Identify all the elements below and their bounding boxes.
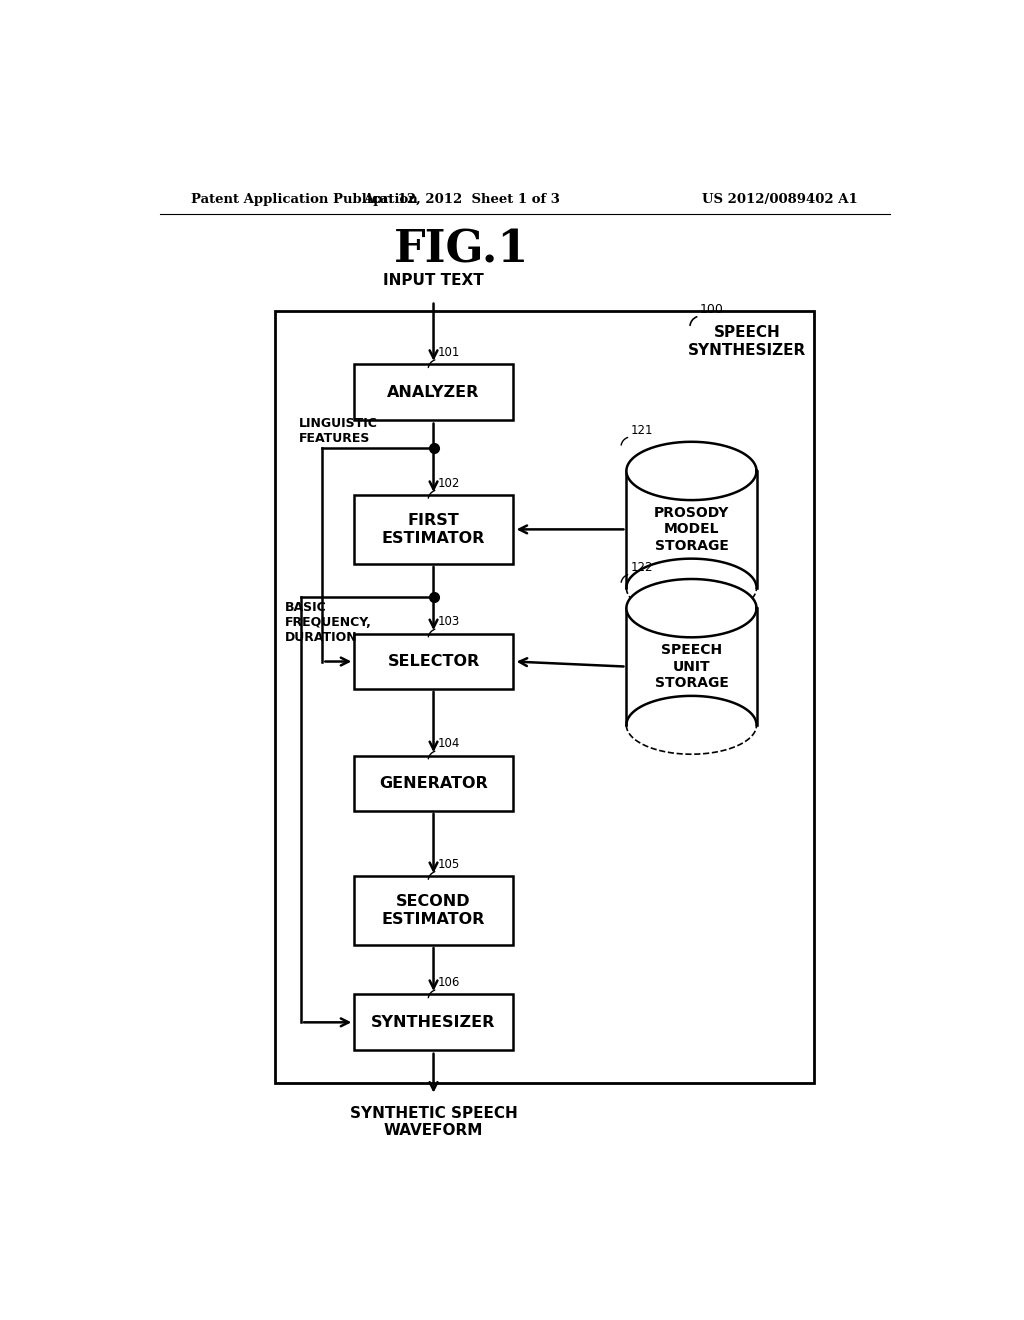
Polygon shape (627, 471, 757, 587)
Text: SECOND
ESTIMATOR: SECOND ESTIMATOR (382, 895, 485, 927)
Text: ANALYZER: ANALYZER (387, 384, 479, 400)
Text: INPUT TEXT: INPUT TEXT (383, 273, 484, 289)
Bar (354, 495, 513, 564)
Text: 105: 105 (437, 858, 460, 871)
Text: Apr. 12, 2012  Sheet 1 of 3: Apr. 12, 2012 Sheet 1 of 3 (362, 193, 560, 206)
Polygon shape (627, 579, 757, 638)
Bar (354, 364, 513, 420)
Bar (354, 876, 513, 945)
Text: 100: 100 (699, 304, 723, 315)
Text: FIG.1: FIG.1 (393, 228, 529, 272)
Text: GENERATOR: GENERATOR (379, 776, 487, 791)
Text: 102: 102 (437, 477, 460, 490)
Text: SPEECH
UNIT
STORAGE: SPEECH UNIT STORAGE (654, 643, 728, 690)
Bar (354, 634, 513, 689)
Text: Patent Application Publication: Patent Application Publication (191, 193, 418, 206)
Bar (354, 994, 513, 1051)
Bar (354, 755, 513, 812)
Text: 121: 121 (631, 424, 653, 437)
Text: PROSODY
MODEL
STORAGE: PROSODY MODEL STORAGE (653, 506, 729, 553)
Text: BASIC
FREQUENCY,
DURATION: BASIC FREQUENCY, DURATION (285, 601, 372, 644)
Bar (274, 312, 814, 1084)
Text: 122: 122 (631, 561, 653, 574)
Text: 103: 103 (437, 615, 460, 628)
Text: 101: 101 (437, 346, 460, 359)
Text: 104: 104 (437, 738, 460, 751)
Text: SPEECH
SYNTHESIZER: SPEECH SYNTHESIZER (688, 325, 806, 358)
Text: FIRST
ESTIMATOR: FIRST ESTIMATOR (382, 513, 485, 545)
Text: SELECTOR: SELECTOR (387, 653, 479, 669)
Text: SYNTHETIC SPEECH
WAVEFORM: SYNTHETIC SPEECH WAVEFORM (349, 1106, 517, 1138)
Polygon shape (627, 609, 757, 725)
Text: 106: 106 (437, 977, 460, 989)
Polygon shape (627, 442, 757, 500)
Text: SYNTHESIZER: SYNTHESIZER (372, 1015, 496, 1030)
Text: LINGUISTIC
FEATURES: LINGUISTIC FEATURES (299, 417, 378, 445)
Text: US 2012/0089402 A1: US 2012/0089402 A1 (702, 193, 858, 206)
